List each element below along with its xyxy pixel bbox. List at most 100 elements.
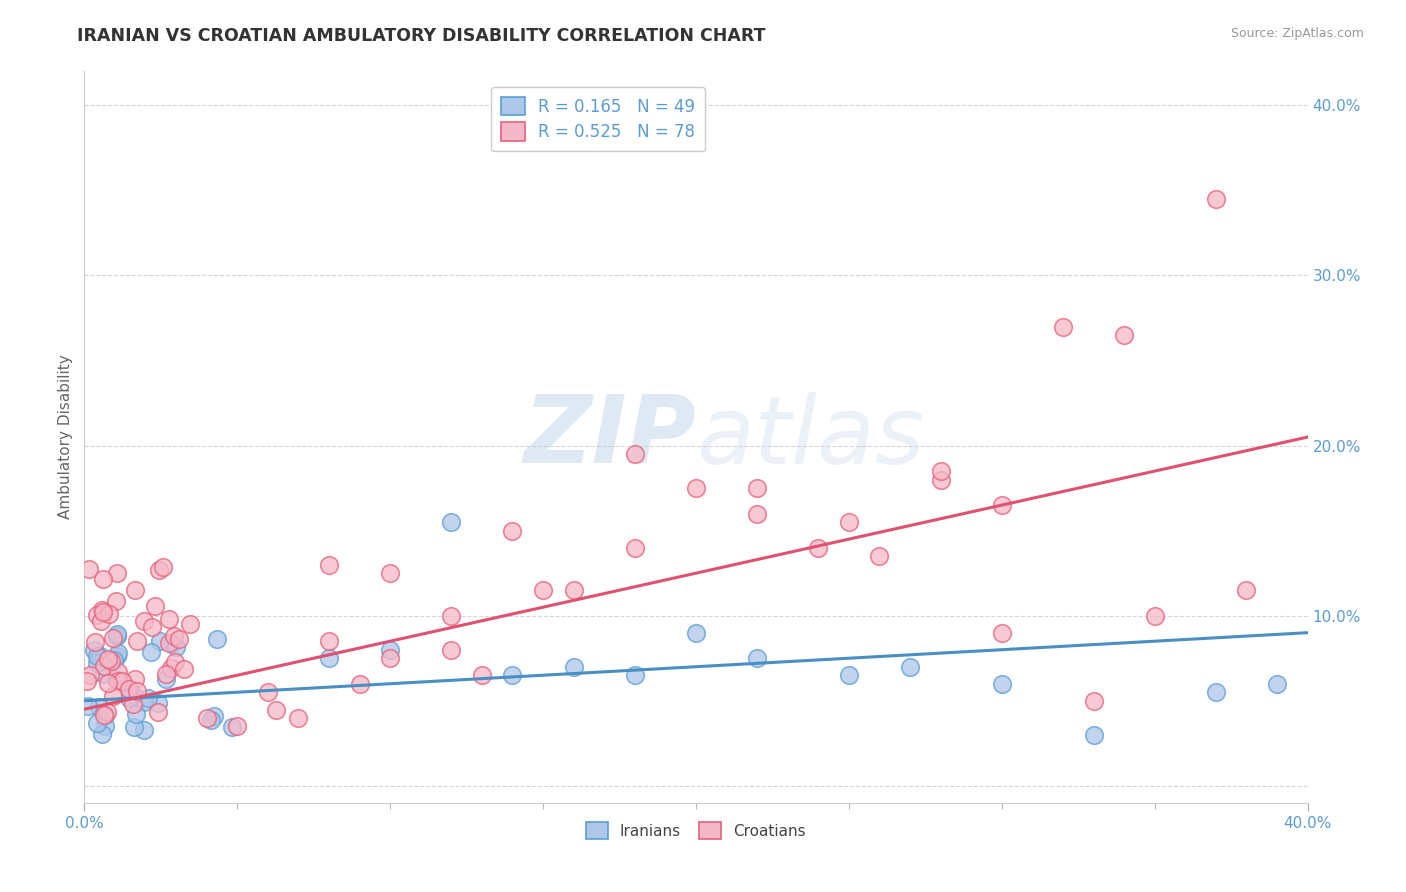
Point	[318, 651, 340, 665]
Point	[93, 666, 115, 681]
Point	[1265, 677, 1288, 691]
Point	[122, 688, 145, 702]
Point	[155, 672, 177, 686]
Point	[624, 447, 647, 461]
Point	[96, 705, 118, 719]
Point	[1205, 685, 1227, 699]
Point	[165, 655, 187, 669]
Point	[143, 599, 166, 614]
Point	[105, 594, 128, 608]
Point	[148, 563, 170, 577]
Point	[160, 661, 183, 675]
Point	[685, 625, 707, 640]
Point	[125, 684, 148, 698]
Point	[221, 720, 243, 734]
Point	[502, 668, 524, 682]
Point	[1083, 728, 1105, 742]
Point	[202, 709, 225, 723]
Point	[86, 648, 108, 663]
Point	[100, 655, 122, 669]
Point	[124, 582, 146, 597]
Point	[97, 651, 120, 665]
Point	[624, 541, 647, 555]
Point	[121, 697, 143, 711]
Point	[105, 566, 128, 581]
Point	[440, 642, 463, 657]
Point	[93, 707, 115, 722]
Point	[101, 632, 124, 646]
Y-axis label: Ambulatory Disability: Ambulatory Disability	[58, 355, 73, 519]
Point	[173, 662, 195, 676]
Point	[89, 700, 111, 714]
Point	[747, 651, 769, 665]
Point	[685, 481, 707, 495]
Point	[287, 711, 309, 725]
Point	[107, 674, 129, 689]
Point	[83, 643, 105, 657]
Point	[101, 689, 124, 703]
Point	[440, 515, 463, 529]
Point	[86, 607, 108, 622]
Point	[318, 634, 340, 648]
Point	[93, 659, 115, 673]
Point	[86, 715, 108, 730]
Point	[562, 583, 585, 598]
Point	[136, 691, 159, 706]
Point	[747, 481, 769, 495]
Point	[747, 507, 769, 521]
Point	[90, 727, 112, 741]
Text: ZIP: ZIP	[523, 391, 696, 483]
Point	[179, 617, 201, 632]
Point	[1083, 694, 1105, 708]
Point	[318, 558, 340, 572]
Point	[169, 632, 191, 647]
Point	[257, 685, 280, 699]
Point	[118, 682, 141, 697]
Point	[97, 676, 120, 690]
Point	[79, 668, 101, 682]
Point	[91, 572, 114, 586]
Text: Source: ZipAtlas.com: Source: ZipAtlas.com	[1230, 27, 1364, 40]
Point	[107, 665, 129, 679]
Point	[991, 498, 1014, 512]
Point	[146, 705, 169, 719]
Point	[105, 673, 128, 687]
Point	[125, 633, 148, 648]
Point	[807, 541, 830, 555]
Point	[90, 614, 112, 628]
Point	[77, 562, 100, 576]
Point	[624, 668, 647, 682]
Point	[471, 668, 494, 682]
Point	[838, 515, 860, 529]
Point	[105, 629, 128, 643]
Point	[105, 627, 128, 641]
Point	[162, 636, 184, 650]
Point	[84, 634, 107, 648]
Point	[1052, 319, 1074, 334]
Point	[124, 672, 146, 686]
Point	[163, 629, 186, 643]
Point	[531, 583, 554, 598]
Point	[77, 699, 100, 714]
Point	[132, 723, 155, 738]
Point	[929, 473, 952, 487]
Point	[125, 707, 148, 722]
Point	[165, 640, 187, 654]
Point	[195, 711, 218, 725]
Point	[349, 677, 371, 691]
Point	[226, 719, 249, 733]
Point	[869, 549, 891, 563]
Point	[111, 673, 134, 688]
Point	[152, 559, 174, 574]
Point	[562, 659, 585, 673]
Text: atlas: atlas	[696, 392, 924, 483]
Point	[132, 614, 155, 628]
Point	[93, 719, 115, 733]
Point	[380, 651, 402, 665]
Point	[898, 659, 921, 673]
Point	[107, 646, 129, 660]
Point	[929, 464, 952, 478]
Point	[380, 566, 402, 581]
Point	[838, 668, 860, 682]
Point	[141, 620, 163, 634]
